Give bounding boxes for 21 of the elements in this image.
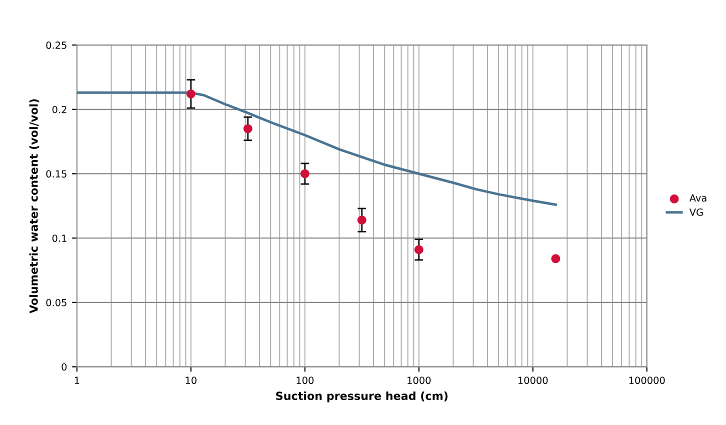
point <box>414 245 424 254</box>
y-tick-label: 0.1 <box>52 234 66 242</box>
y-axis-title: Volumetric water content (vol/vol) <box>29 99 40 314</box>
x-tick-label: 1 <box>74 376 80 384</box>
y-tick-label: 0.25 <box>46 42 66 49</box>
x-tick-label: 10000 <box>518 376 548 384</box>
x-tick-label: 1000 <box>408 376 431 384</box>
x-tick-label: 100000 <box>629 376 665 384</box>
y-tick-label: 0 <box>62 363 67 371</box>
y-tick-label: 0.2 <box>52 106 66 114</box>
y-tick-label: 0.15 <box>46 170 66 178</box>
point <box>243 124 252 134</box>
point <box>186 89 196 98</box>
y-tick-label: 0.05 <box>46 298 66 306</box>
x-tick-label: 10 <box>186 376 196 384</box>
point <box>357 216 366 225</box>
x-axis-title: Suction pressure head (cm) <box>276 391 448 402</box>
legend-label: Ava <box>689 194 706 202</box>
x-tick-label: 100 <box>296 376 314 384</box>
point <box>300 169 310 178</box>
legend-label: VG <box>689 208 703 216</box>
